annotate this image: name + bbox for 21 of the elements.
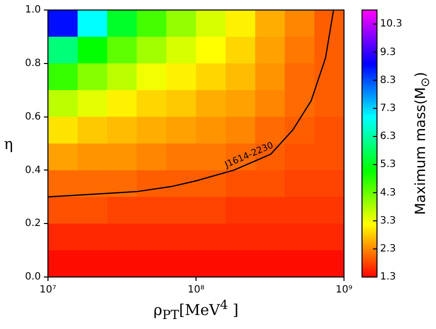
y-tick-label: 0.8: [24, 58, 41, 69]
y-tick-label: 0.6: [24, 111, 41, 122]
color-bar-label: 8.3: [380, 74, 396, 86]
color-bar-label: 1.3: [380, 272, 396, 283]
color-bar-label: 2.3: [380, 243, 396, 254]
color-bar-label: 10.3: [380, 18, 402, 30]
y-tick-label: 1.0: [24, 4, 41, 16]
color-bar-label: 7.3: [380, 102, 396, 114]
y-tick-label: 0.4: [24, 164, 41, 176]
x-axis-title: ρ$_{PT}$[MeV$^{4}$ ]: [153, 297, 239, 322]
color-bar-label: 4.3: [380, 187, 396, 198]
y-tick-label: 0.0: [24, 272, 41, 283]
color-bar-label: 6.3: [380, 131, 396, 142]
color-bar-label: 9.3: [380, 46, 396, 58]
y-axis-title: η: [4, 134, 13, 152]
color-bar-label: 5.3: [380, 159, 396, 170]
x-tick-label: 10⁸: [188, 284, 204, 296]
x-tick-label: 10⁹: [336, 284, 352, 296]
x-tick-label: 10⁷: [40, 284, 56, 296]
color-bar-label: 3.3: [380, 215, 396, 226]
y-tick-label: 0.2: [24, 218, 41, 230]
